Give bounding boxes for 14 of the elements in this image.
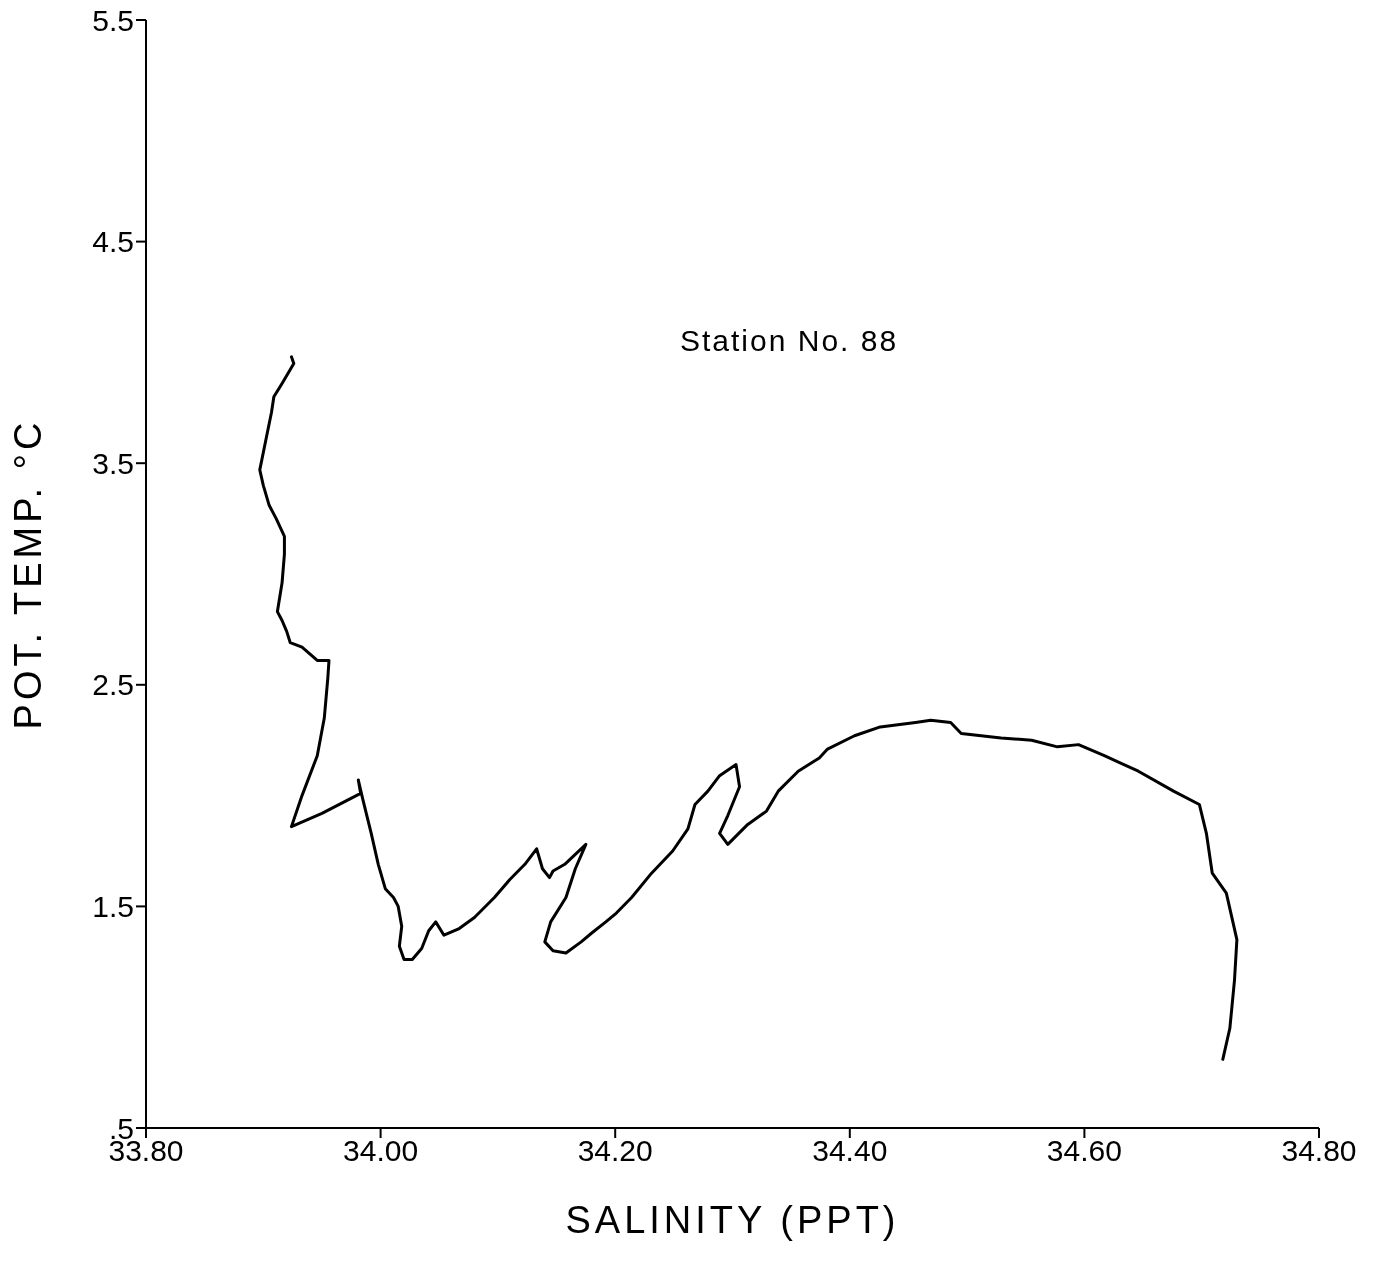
x-axis-title: SALINITY (PPT) xyxy=(565,1199,900,1241)
x-tick-label: 34.40 xyxy=(812,1134,888,1168)
x-tick-label: 34.00 xyxy=(343,1134,419,1168)
y-tick-label: 5.5 xyxy=(92,3,134,37)
line-series xyxy=(258,355,1239,1061)
y-tick-label: 3.5 xyxy=(92,446,134,480)
x-tick-label: 34.80 xyxy=(1281,1134,1357,1168)
y-axis-title: POT. TEMP. °C xyxy=(7,418,50,730)
y-tick-label: 2.5 xyxy=(92,668,134,702)
x-tick-label: 34.60 xyxy=(1046,1134,1122,1168)
x-tick-label: 34.20 xyxy=(577,1134,653,1168)
y-tick-label: 1.5 xyxy=(92,890,134,924)
y-tick-label: 4.5 xyxy=(92,225,134,259)
annotation: Station No. 88 xyxy=(680,324,899,358)
